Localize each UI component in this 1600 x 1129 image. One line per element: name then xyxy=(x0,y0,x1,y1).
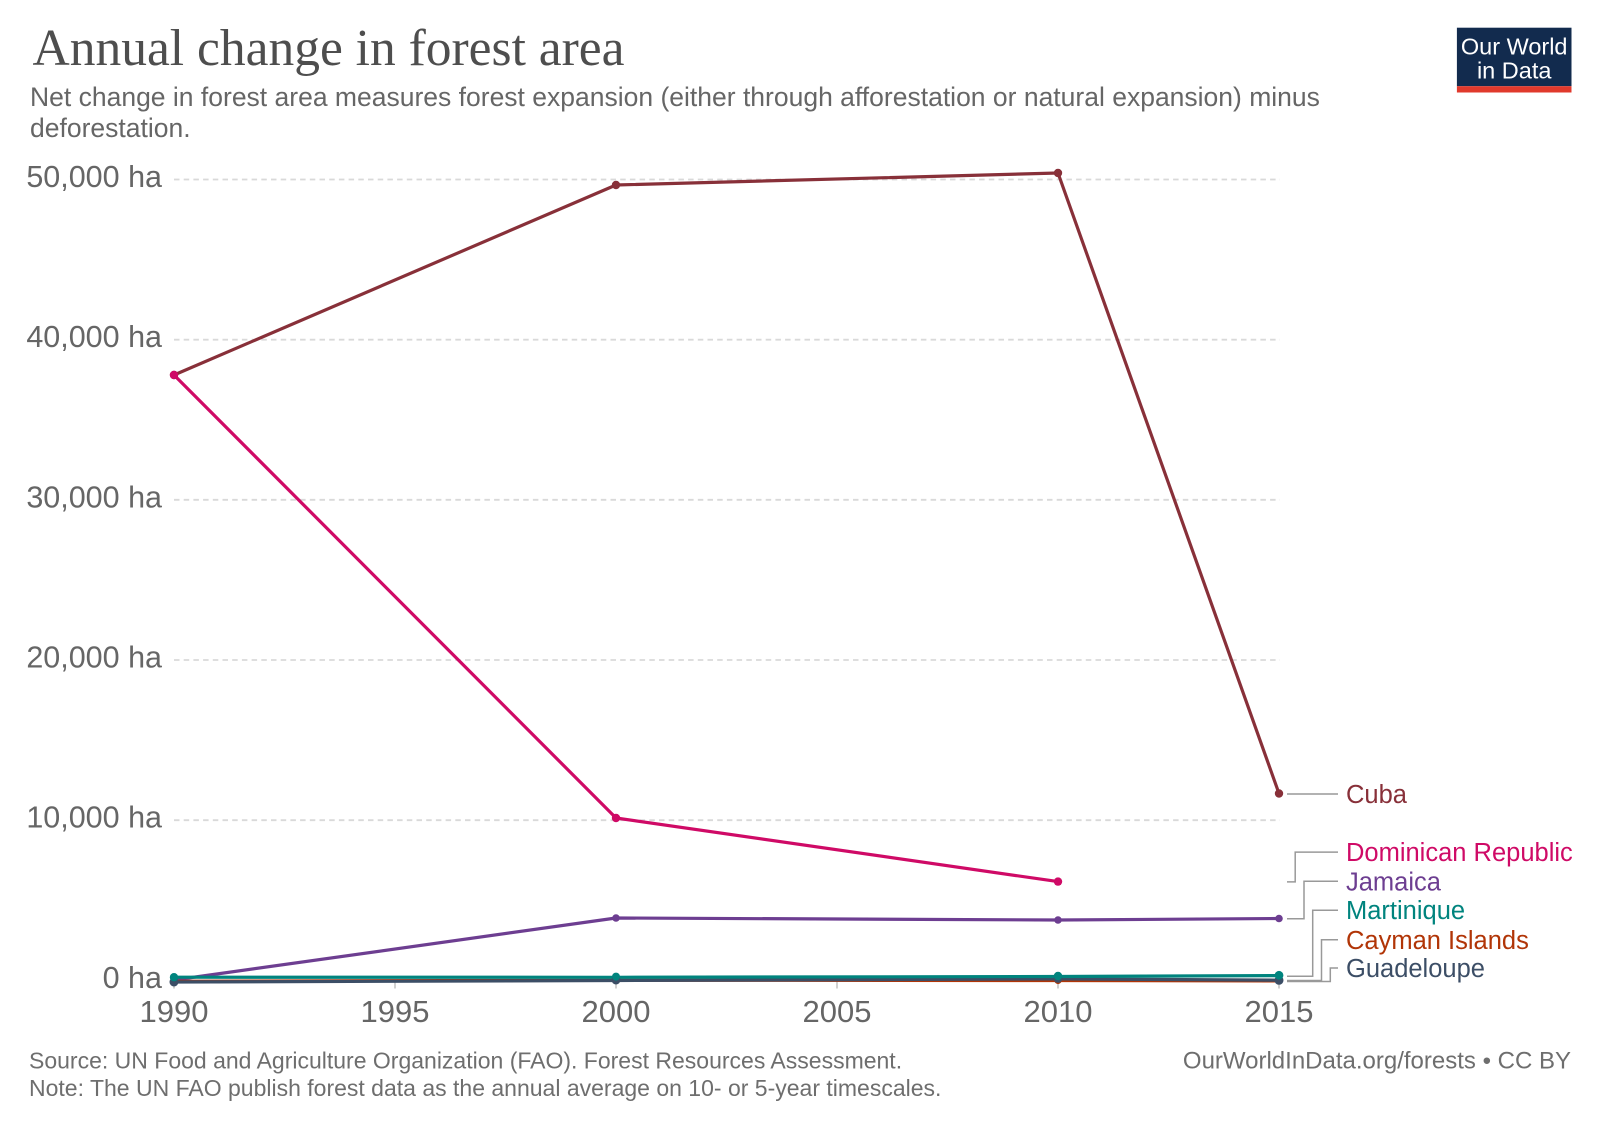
svg-text:Source: UN Food and Agricultur: Source: UN Food and Agriculture Organiza… xyxy=(29,1048,902,1074)
svg-text:0 ha: 0 ha xyxy=(103,961,162,995)
svg-text:deforestation.: deforestation. xyxy=(30,113,191,143)
svg-text:Dominican Republic: Dominican Republic xyxy=(1346,839,1573,867)
svg-text:Annual change in forest area: Annual change in forest area xyxy=(33,20,625,77)
svg-text:Cuba: Cuba xyxy=(1346,781,1408,809)
svg-text:30,000 ha: 30,000 ha xyxy=(26,480,162,514)
svg-text:Net change in forest area meas: Net change in forest area measures fores… xyxy=(30,82,1320,112)
svg-text:40,000 ha: 40,000 ha xyxy=(26,320,162,354)
svg-text:Cayman Islands: Cayman Islands xyxy=(1346,927,1529,955)
svg-text:10,000 ha: 10,000 ha xyxy=(26,801,162,835)
svg-text:1995: 1995 xyxy=(361,994,430,1029)
svg-text:in Data: in Data xyxy=(1477,58,1552,84)
svg-text:1990: 1990 xyxy=(140,994,209,1029)
svg-text:2010: 2010 xyxy=(1024,994,1093,1029)
svg-text:20,000 ha: 20,000 ha xyxy=(26,641,162,675)
svg-text:Note: The UN FAO publish fores: Note: The UN FAO publish forest data as … xyxy=(29,1075,941,1101)
svg-text:Guadeloupe: Guadeloupe xyxy=(1346,955,1485,983)
svg-text:OurWorldInData.org/forests • C: OurWorldInData.org/forests • CC BY xyxy=(1183,1048,1571,1075)
svg-text:2005: 2005 xyxy=(803,994,872,1029)
svg-text:Jamaica: Jamaica xyxy=(1346,868,1442,896)
svg-text:2015: 2015 xyxy=(1245,994,1314,1029)
svg-text:Our World: Our World xyxy=(1461,33,1568,59)
svg-text:Martinique: Martinique xyxy=(1346,897,1465,925)
svg-text:2000: 2000 xyxy=(582,994,651,1029)
svg-text:50,000 ha: 50,000 ha xyxy=(26,160,162,194)
